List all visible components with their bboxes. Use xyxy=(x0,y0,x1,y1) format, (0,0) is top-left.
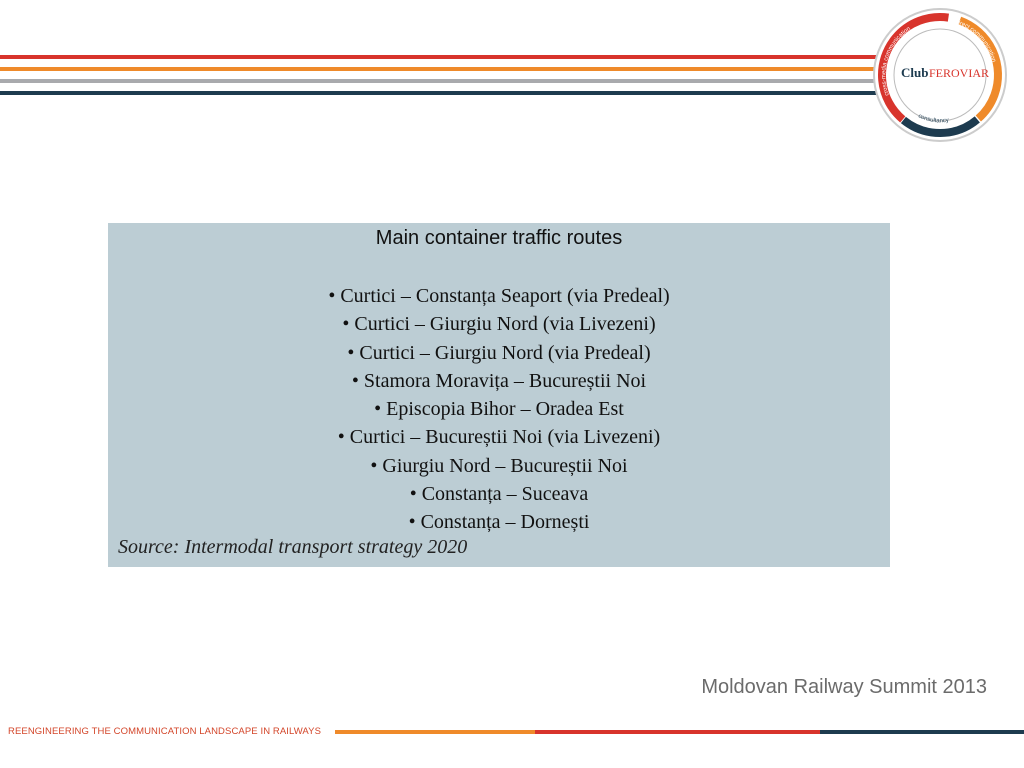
stripe-navy xyxy=(0,91,880,95)
route-item: • Stamora Moravița – Bucureștii Noi xyxy=(351,369,647,392)
route-item: • Giurgiu Nord – Bucureștii Noi xyxy=(370,454,628,477)
stripe-gray xyxy=(0,79,880,83)
route-item: • Curtici – Constanța Seaport (via Prede… xyxy=(328,285,670,307)
footer-line-red xyxy=(535,730,820,734)
route-list: • Curtici – Constanța Seaport (via Prede… xyxy=(108,282,890,537)
event-name: Moldovan Railway Summit 2013 xyxy=(701,676,987,698)
footer-line-orange xyxy=(335,730,535,734)
route-item: • Curtici – Giurgiu Nord (via Predeal) xyxy=(347,341,651,364)
logo-name-accent: FEROVIAR xyxy=(929,66,989,80)
tagline: REENGINEERING THE COMMUNICATION LANDSCAP… xyxy=(8,726,322,737)
route-item: • Constanța – Dornești xyxy=(408,511,590,534)
box-title: Main container traffic routes xyxy=(375,227,623,249)
stripe-red xyxy=(0,55,880,59)
logo: cross-media communication direct communi… xyxy=(873,8,1007,142)
route-item: • Curtici – Giurgiu Nord (via Livezeni) xyxy=(342,313,656,336)
route-item: • Constanța – Suceava xyxy=(409,483,589,506)
route-item: • Curtici – Bucureștii Noi (via Livezeni… xyxy=(337,426,661,449)
logo-name: Club xyxy=(901,65,928,80)
source-note: Source: Intermodal transport strategy 20… xyxy=(118,536,468,558)
footer-line-navy xyxy=(820,730,1024,734)
routes-box: Main container traffic routes • Curtici … xyxy=(108,223,890,567)
stripe-orange xyxy=(0,67,880,71)
ring-label: consultancy xyxy=(917,113,949,124)
route-item: • Episcopia Bihor – Oradea Est xyxy=(374,398,624,421)
